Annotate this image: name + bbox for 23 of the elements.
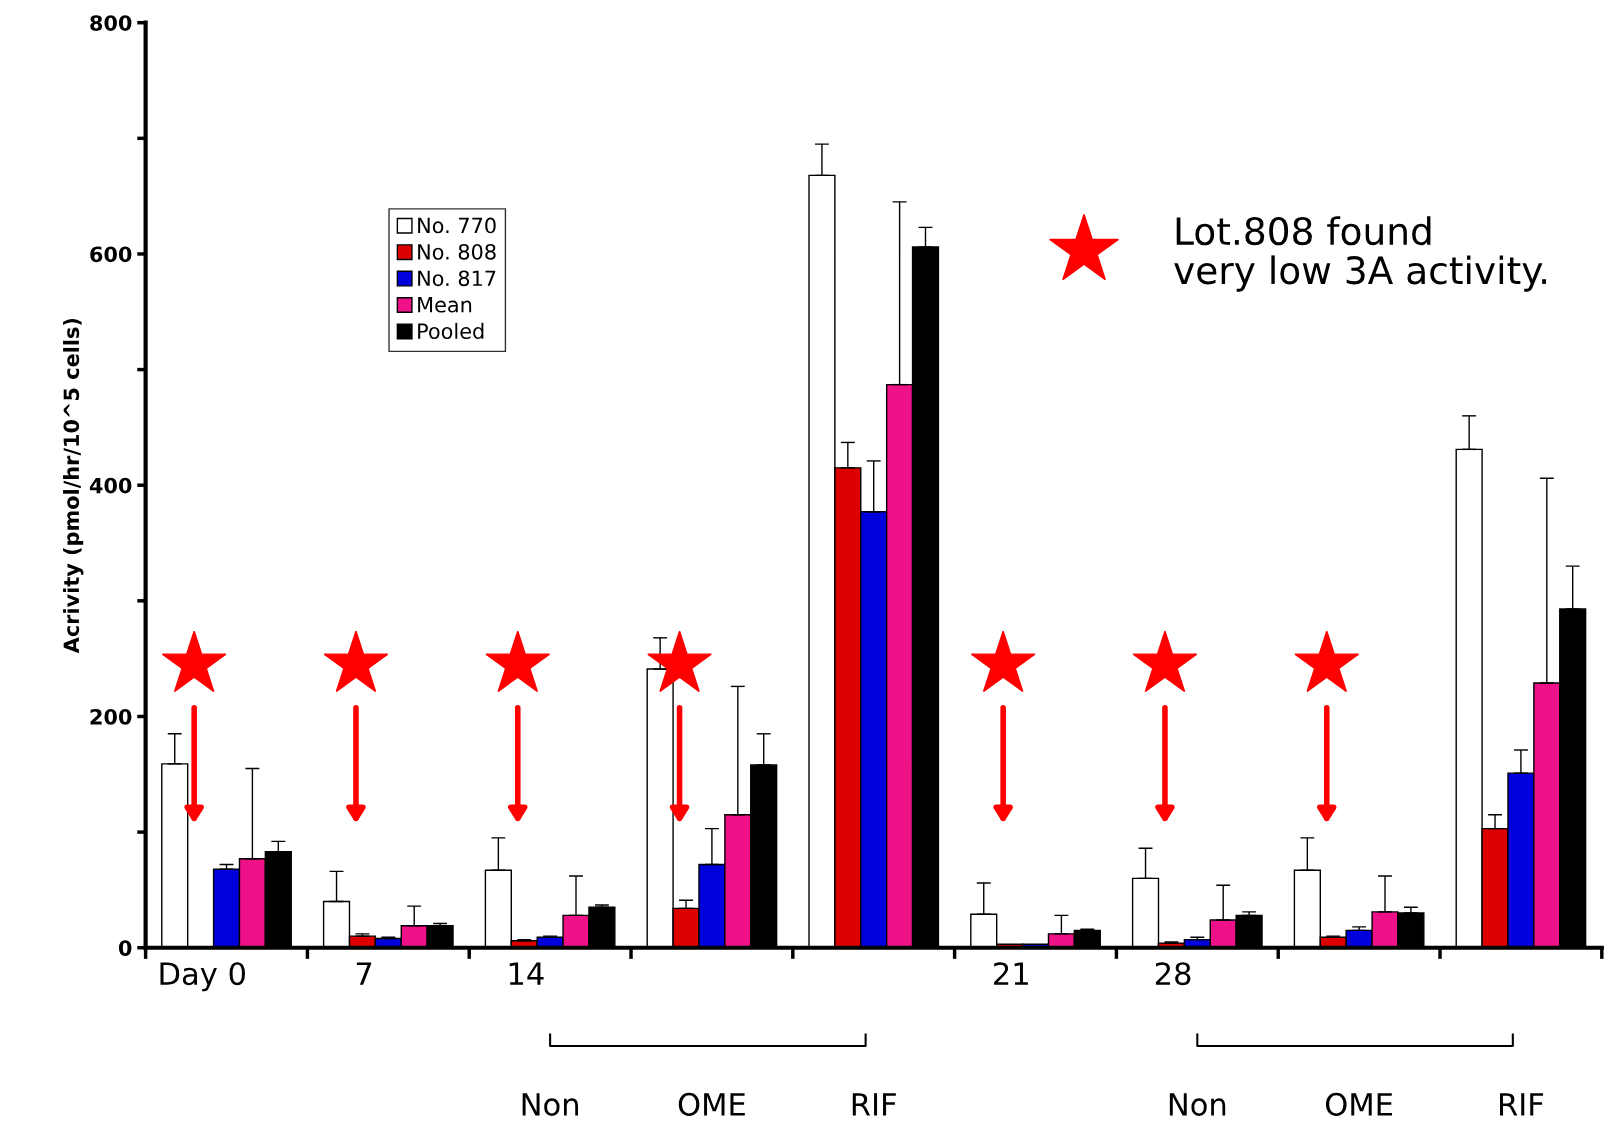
legend-label: No. 770 bbox=[418, 217, 496, 234]
x-tick-label: 28 bbox=[1155, 962, 1191, 986]
y-axis-title: Acrivity (pmol/hr/10^5 cells) bbox=[63, 318, 84, 654]
text: Non bbox=[522, 1093, 578, 1116]
x-tick-label: 21 bbox=[994, 962, 1028, 985]
text: Non bbox=[1169, 1093, 1226, 1116]
annotation: Lot.808 found very low 3A activity. bbox=[1174, 216, 1546, 292]
y-tick-label: 800 bbox=[90, 15, 132, 31]
text: RIF bbox=[1500, 1093, 1544, 1116]
legend-label: No. 817 bbox=[418, 270, 496, 287]
y-tick-label: 0 bbox=[118, 940, 132, 956]
x-tick-label: 14 bbox=[509, 962, 544, 985]
legend-label: Pooled bbox=[418, 322, 484, 339]
legend-label: No. 808 bbox=[418, 243, 496, 260]
text: OME bbox=[1325, 1092, 1393, 1116]
legend-label: Mean bbox=[418, 297, 472, 313]
x-tick-label: 7 bbox=[356, 962, 372, 985]
y-tick-label: 600 bbox=[90, 246, 132, 263]
x-tick-label: Day 0 bbox=[160, 962, 245, 992]
y-tick-label: 200 bbox=[90, 708, 132, 725]
text: OME bbox=[678, 1092, 745, 1116]
y-tick-label: 400 bbox=[89, 477, 132, 494]
text: RIF bbox=[852, 1093, 896, 1116]
